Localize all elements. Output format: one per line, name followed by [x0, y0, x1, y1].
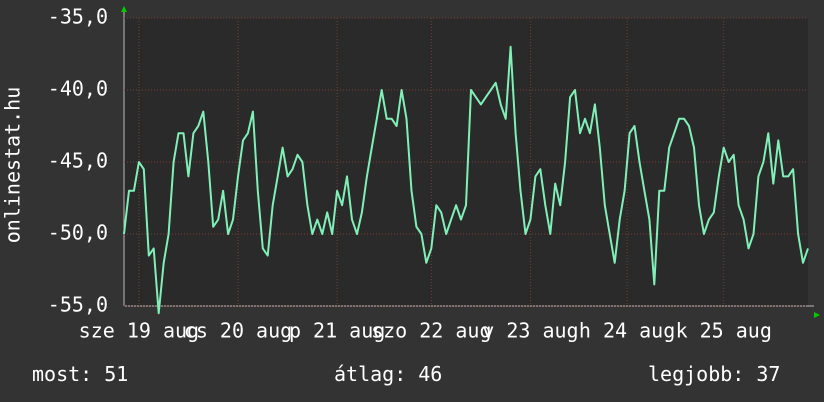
y-tick-label: -35,0 — [48, 5, 108, 29]
y-tick-label: -40,0 — [48, 77, 108, 101]
stat-value: 46 — [418, 362, 442, 386]
stat: legjobb: 37 — [648, 362, 780, 386]
stat-value: 51 — [104, 362, 128, 386]
stat: most: 51 — [32, 362, 128, 386]
x-tick-label: sze 19 aug — [79, 319, 199, 343]
x-tick-label: p 21 aug — [289, 319, 385, 343]
y-tick-label: -45,0 — [48, 149, 108, 173]
x-arrow — [814, 312, 820, 318]
y-tick-label: -50,0 — [48, 221, 108, 245]
y-tick-label: -55,0 — [48, 293, 108, 317]
stat-label: átlag: — [334, 362, 406, 386]
stat-label: legjobb: — [648, 362, 744, 386]
x-tick-label: h 24 aug — [579, 319, 675, 343]
x-tick-label: szo 22 aug — [371, 319, 491, 343]
x-tick-label: cs 20 aug — [184, 319, 292, 343]
y-arrow — [121, 6, 127, 12]
stat-label: most: — [32, 362, 92, 386]
x-tick-label: k 25 aug — [676, 319, 772, 343]
y-axis-label: onlinestat.hu — [1, 87, 25, 244]
stat: átlag: 46 — [334, 362, 442, 386]
x-tick-label: v 23 aug — [482, 319, 578, 343]
data-line — [123, 45, 809, 315]
stat-value: 37 — [756, 362, 780, 386]
